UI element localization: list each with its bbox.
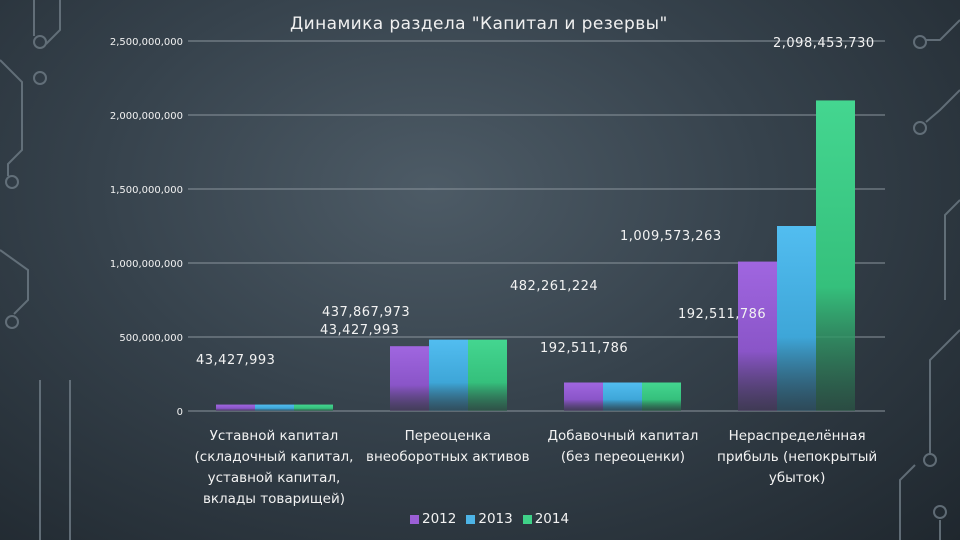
legend-item-2013: 2013 bbox=[466, 511, 513, 527]
bar-2012-cat-1 bbox=[216, 404, 255, 411]
legend-swatch-2013 bbox=[466, 514, 476, 524]
data-label: 192,511,786 bbox=[540, 341, 628, 356]
data-label: 1,009,573,263 bbox=[620, 229, 722, 244]
bar-2013-cat-4 bbox=[777, 226, 816, 411]
y-tick-label: 0 bbox=[177, 407, 183, 418]
category-label-1: Уставной капитал (складочный капитал, уста… bbox=[195, 426, 354, 510]
category-label-line: (без переоценки) bbox=[560, 449, 686, 465]
category-label-line: (складочный капитал, bbox=[194, 449, 354, 465]
category-label-line: уставной капитал, bbox=[207, 470, 341, 486]
category-label-line: Уставной капитал bbox=[209, 428, 339, 444]
legend-item-2012: 2012 bbox=[410, 511, 456, 527]
category-label-2: Переоценка внеоборотных активов bbox=[366, 426, 530, 468]
bar-2014-cat-4 bbox=[816, 100, 855, 412]
bar-2012-cat-2 bbox=[390, 346, 429, 411]
category-label-line: убыток) bbox=[768, 470, 826, 486]
bar-2014-cat-1 bbox=[294, 404, 333, 411]
chart-title: Динамика раздела "Капитал и резервы" bbox=[290, 14, 668, 34]
legend-label-2012: 2012 bbox=[422, 511, 457, 527]
category-label-4: Нераспределённая прибыль (непокрытый убыто… bbox=[717, 426, 877, 489]
category-label-line: Переоценка bbox=[404, 428, 491, 444]
legend-swatch-2014 bbox=[522, 514, 532, 524]
bar-2013-cat-3 bbox=[603, 382, 642, 411]
bar-2012-cat-4 bbox=[738, 261, 777, 411]
category-label-line: Добавочный капитал bbox=[547, 428, 699, 444]
data-label: 2,098,453,730 bbox=[773, 36, 875, 51]
category-label-line: Нераспределённая bbox=[728, 428, 866, 444]
y-tick-label: 1,500,000,000 bbox=[110, 185, 183, 196]
legend-item-2014: 2014 bbox=[522, 511, 570, 527]
bar-2012-cat-3 bbox=[564, 382, 603, 411]
y-tick-label: 1,000,000,000 bbox=[110, 259, 183, 270]
bar-2013-cat-1 bbox=[255, 404, 294, 411]
bar-2014-cat-3 bbox=[642, 382, 681, 411]
data-label: 43,427,993 bbox=[196, 353, 275, 368]
legend-swatch-2012 bbox=[410, 514, 419, 524]
bar-2013-cat-2 bbox=[429, 339, 468, 411]
data-label: 192,511,786 bbox=[678, 307, 766, 322]
legend-label-2014: 2014 bbox=[534, 511, 570, 527]
category-label-3: Добавочный капитал (без переоценки) bbox=[548, 426, 699, 468]
category-label-line: внеоборотных активов bbox=[366, 449, 530, 465]
data-label: 43,427,993 bbox=[320, 323, 399, 338]
legend-label-2013: 2013 bbox=[478, 511, 513, 527]
category-label-line: прибыль (непокрытый bbox=[717, 449, 878, 465]
data-label: 482,261,224 bbox=[510, 279, 598, 294]
y-tick-label: 500,000,000 bbox=[119, 333, 183, 344]
legend: 2012 2013 2014 bbox=[410, 511, 569, 527]
category-label-line: вклады товарищей) bbox=[202, 491, 345, 507]
y-tick-label: 2,000,000,000 bbox=[110, 111, 183, 122]
y-tick-label: 2,500,000,000 bbox=[110, 37, 183, 48]
data-label: 437,867,973 bbox=[322, 305, 410, 320]
bar-2014-cat-2 bbox=[468, 339, 507, 411]
